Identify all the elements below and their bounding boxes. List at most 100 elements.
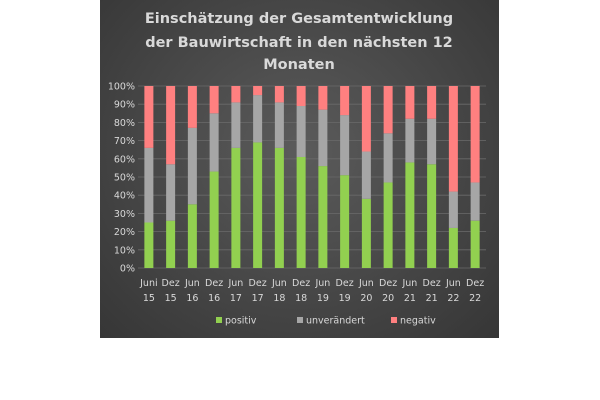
bar-positiv-7 (274, 147, 284, 268)
bar-positiv-16 (470, 220, 480, 268)
bar-negativ-8 (296, 86, 306, 107)
legend-label-negativ: negativ (400, 316, 436, 327)
bar-negativ-11 (361, 86, 371, 152)
bar-negativ-10 (340, 86, 350, 116)
chart-panel: Einschätzung der Gesamtentwicklung der Ba… (100, 0, 499, 338)
chart-title-line: Einschätzung der Gesamtentwicklung (145, 11, 453, 27)
x-tick-label: 22 (447, 293, 459, 304)
x-tick-label: Dez (336, 278, 354, 289)
bar-positiv-5 (231, 147, 241, 268)
y-tick-label: 80% (114, 118, 135, 129)
x-tick-label: 20 (382, 293, 394, 304)
bar-positiv-9 (318, 166, 328, 268)
bar-negativ-6 (253, 86, 263, 96)
x-tick-label: Jun (358, 278, 374, 289)
bar-unverändert-1 (144, 147, 154, 223)
bar-unverändert-6 (253, 95, 263, 143)
legend-swatch-positiv (216, 317, 222, 323)
bar-negativ-13 (405, 86, 415, 119)
bar-negativ-15 (448, 86, 458, 192)
bar-negativ-4 (209, 86, 219, 114)
legend-label-unverändert: unverändert (306, 316, 365, 327)
x-tick-label: 15 (165, 293, 177, 304)
y-tick-label: 10% (114, 245, 135, 256)
x-axis-ticks: Juni 15 Dez 15 Jun 16 Dez 16 Jun 17 Dez 17 Jun 18 Dez 1… (139, 278, 484, 304)
bar-unverändert-16 (470, 182, 480, 221)
x-tick-label: Jun (401, 278, 417, 289)
legend-swatch-negativ (391, 317, 397, 323)
bar-unverändert-10 (340, 115, 350, 176)
bar-negativ-12 (383, 86, 393, 134)
x-tick-label: 17 (230, 293, 242, 304)
y-tick-label: 50% (114, 173, 135, 184)
x-tick-label: Dez (162, 278, 180, 289)
bar-negativ-7 (274, 86, 284, 103)
bar-unverändert-4 (209, 113, 219, 172)
bar-unverändert-3 (187, 127, 197, 205)
bar-positiv-11 (361, 198, 371, 268)
bar-negativ-2 (166, 86, 176, 165)
bar-positiv-14 (427, 164, 437, 268)
bar-unverändert-11 (361, 151, 371, 199)
bar-unverändert-2 (166, 164, 176, 221)
bar-positiv-6 (253, 142, 263, 268)
legend: positiv unverändert negativ (216, 316, 436, 327)
y-tick-label: 40% (114, 191, 135, 202)
x-tick-label: 20 (360, 293, 372, 304)
chart-title: Einschätzung der Gesamtentwicklung der Ba… (145, 11, 453, 73)
bar-unverändert-5 (231, 102, 241, 148)
bar-unverändert-13 (405, 118, 415, 163)
bar-unverändert-9 (318, 109, 328, 167)
x-tick-label: Jun (445, 278, 461, 289)
chart-title-line: der Bauwirtschaft in den nächsten 12 (145, 35, 453, 51)
x-tick-label: Jun (184, 278, 200, 289)
bar-negativ-1 (144, 86, 154, 148)
x-tick-label: Jun (314, 278, 330, 289)
x-tick-label: 18 (273, 293, 285, 304)
bar-positiv-1 (144, 222, 154, 268)
x-tick-label: Juni (139, 278, 157, 289)
y-tick-label: 100% (108, 82, 135, 93)
x-tick-label: Dez (379, 278, 397, 289)
bar-unverändert-7 (274, 102, 284, 148)
bar-unverändert-8 (296, 106, 306, 157)
x-tick-label: 17 (252, 293, 264, 304)
x-tick-label: Dez (466, 278, 484, 289)
y-tick-label: 20% (114, 227, 135, 238)
x-tick-label: Dez (423, 278, 441, 289)
bar-negativ-3 (187, 86, 197, 128)
bar-unverändert-14 (427, 118, 437, 165)
chart-title-line: Monaten (263, 57, 335, 73)
bar-positiv-8 (296, 156, 306, 268)
x-tick-label: Dez (205, 278, 223, 289)
y-tick-label: 0% (120, 264, 135, 275)
stacked-bar-chart: Einschätzung der Gesamtentwicklung der Ba… (108, 11, 486, 327)
x-tick-label: 21 (404, 293, 416, 304)
y-tick-label: 60% (114, 154, 135, 165)
x-tick-label: 16 (186, 293, 198, 304)
x-tick-label: 18 (295, 293, 307, 304)
x-tick-label: 19 (317, 293, 329, 304)
y-tick-label: 90% (114, 100, 135, 111)
bar-unverändert-15 (448, 191, 458, 228)
bar-positiv-3 (187, 204, 197, 268)
bar-negativ-5 (231, 86, 241, 103)
bar-positiv-4 (209, 171, 219, 268)
bar-negativ-16 (470, 86, 480, 183)
bars (144, 86, 480, 268)
x-tick-label: 15 (143, 293, 155, 304)
x-tick-label: 19 (339, 293, 351, 304)
bar-positiv-12 (383, 182, 393, 268)
x-tick-label: Jun (227, 278, 243, 289)
legend-swatch-unverändert (297, 317, 303, 323)
y-axis-ticks: 0% 10% 20% 30% 40% 50% 60% 70% 80% 90% 100% (108, 82, 135, 275)
x-tick-label: 21 (426, 293, 438, 304)
bar-positiv-10 (340, 175, 350, 268)
bar-negativ-14 (427, 86, 437, 119)
legend-label-positiv: positiv (225, 316, 257, 327)
bar-unverändert-12 (383, 133, 393, 183)
bar-positiv-15 (448, 227, 458, 268)
bar-positiv-13 (405, 162, 415, 268)
x-tick-label: 22 (469, 293, 481, 304)
x-tick-label: 16 (208, 293, 220, 304)
